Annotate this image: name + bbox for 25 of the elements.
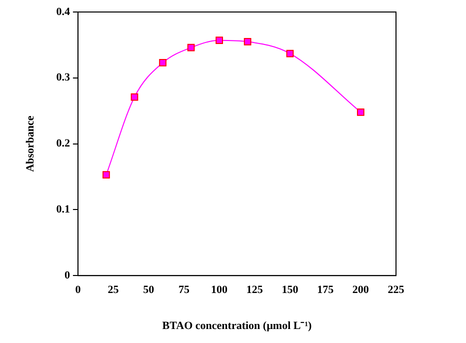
point	[102, 171, 110, 178]
point	[130, 93, 138, 101]
x-axis-title: BTAO concentration (µmol L⁻¹)	[162, 320, 312, 332]
y-tick-label: 0.4	[56, 6, 70, 18]
y-axis-title: Absorbance	[24, 116, 36, 172]
y-tick-label: 0.2	[56, 138, 70, 150]
y-tick-label: 0.1	[56, 204, 70, 216]
point	[356, 108, 364, 116]
x-tick-label: 25	[108, 284, 120, 296]
y-tick-label: 0	[64, 269, 70, 282]
point	[244, 38, 252, 46]
x-tick-label: 100	[211, 284, 228, 296]
point	[187, 44, 195, 52]
x-tick-label: 0	[75, 284, 82, 296]
y-tick-label: 0.3	[56, 72, 70, 84]
x-tick-label: 75	[178, 284, 190, 296]
point	[159, 59, 166, 66]
x-tick-label: 175	[317, 284, 334, 296]
x-tick-label: 200	[352, 284, 370, 296]
point	[286, 50, 294, 58]
x-tick-label: 225	[388, 284, 405, 296]
x-tick-label: 50	[143, 284, 155, 296]
x-tick-label: 150	[282, 284, 299, 296]
point	[216, 36, 223, 44]
x-tick-label: 125	[246, 284, 264, 296]
